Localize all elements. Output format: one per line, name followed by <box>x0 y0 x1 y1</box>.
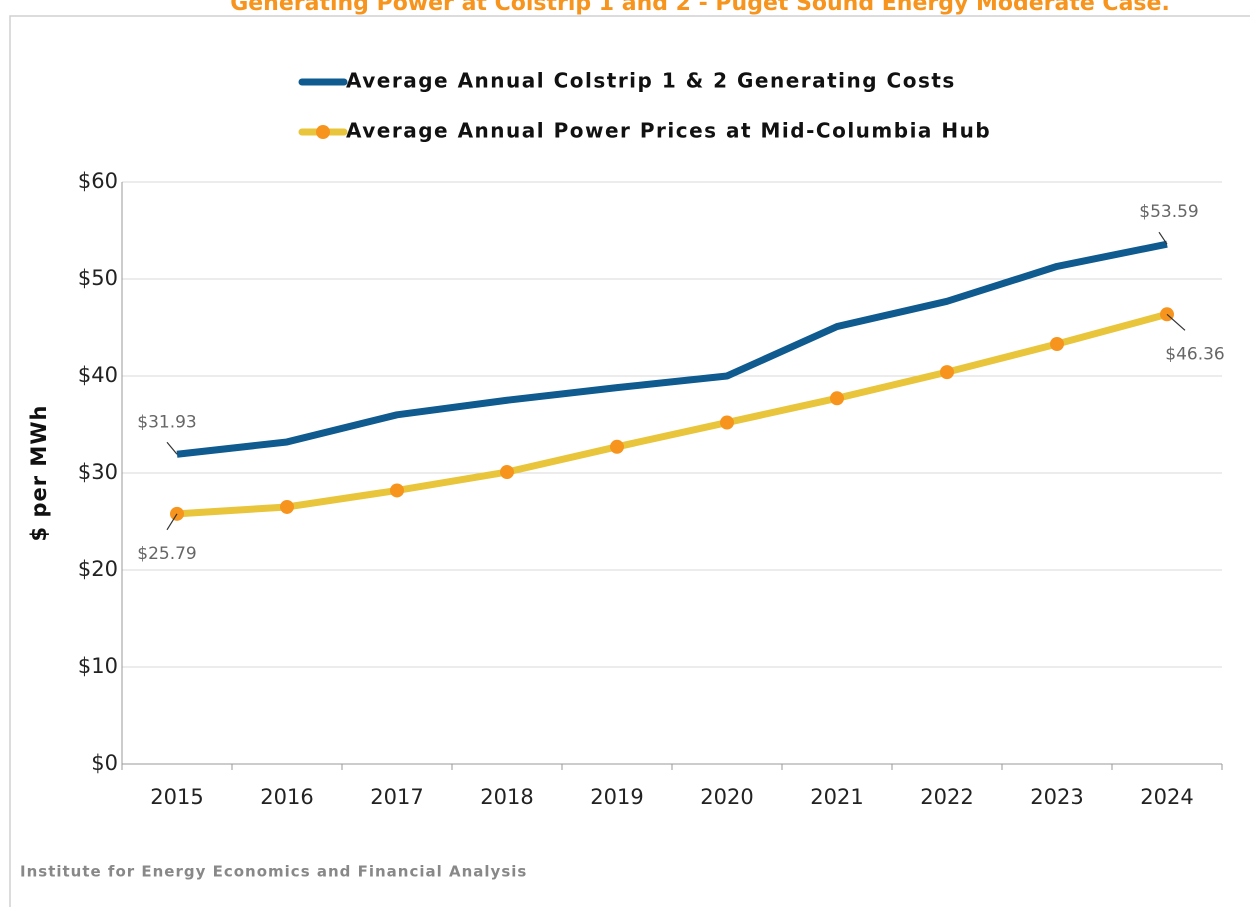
data-label: $53.59 <box>1139 202 1198 222</box>
marker <box>610 439 624 454</box>
chart-title: Generating Power at Colstrip 1 and 2 - P… <box>230 0 1170 16</box>
marker <box>390 483 404 498</box>
series-line <box>176 240 1168 458</box>
label-leader <box>166 441 178 455</box>
marker <box>940 365 954 380</box>
y-tick-label: $30 <box>78 460 118 484</box>
y-tick-label: $40 <box>78 363 118 387</box>
legend-label: Average Annual Colstrip 1 & 2 Generating… <box>346 69 956 93</box>
y-tick-label: $50 <box>78 266 118 290</box>
y-tick-label: $10 <box>78 654 118 678</box>
x-tick-label: 2022 <box>920 785 973 809</box>
x-tick-label: 2019 <box>590 785 643 809</box>
x-tick-label: 2018 <box>480 785 533 809</box>
x-tick-label: 2020 <box>700 785 753 809</box>
y-tick-label: $60 <box>78 169 118 193</box>
x-tick-label: 2024 <box>1140 785 1193 809</box>
x-tick-label: 2021 <box>810 785 863 809</box>
x-tick-label: 2016 <box>260 785 313 809</box>
marker <box>830 391 844 406</box>
label-leader <box>1158 231 1168 245</box>
label-leader <box>166 513 178 531</box>
legend-label: Average Annual Power Prices at Mid-Colum… <box>346 119 991 143</box>
y-axis-label: $ per MWh <box>27 405 51 542</box>
data-label: $46.36 <box>1165 344 1224 364</box>
data-label: $31.93 <box>137 412 196 432</box>
marker <box>280 499 294 514</box>
y-tick-label: $20 <box>78 557 118 581</box>
data-label: $25.79 <box>137 544 196 564</box>
x-tick-label: 2015 <box>150 785 203 809</box>
marker <box>500 465 514 480</box>
series-line <box>176 310 1168 518</box>
source: Institute for Energy Economics and Finan… <box>20 863 527 881</box>
marker <box>1050 336 1064 351</box>
legend-marker <box>316 125 330 139</box>
x-tick-label: 2017 <box>370 785 423 809</box>
x-tick-label: 2023 <box>1030 785 1083 809</box>
y-tick-label: $0 <box>91 751 118 775</box>
marker <box>720 415 734 430</box>
label-leader <box>1166 313 1186 331</box>
frame <box>9 15 1250 911</box>
